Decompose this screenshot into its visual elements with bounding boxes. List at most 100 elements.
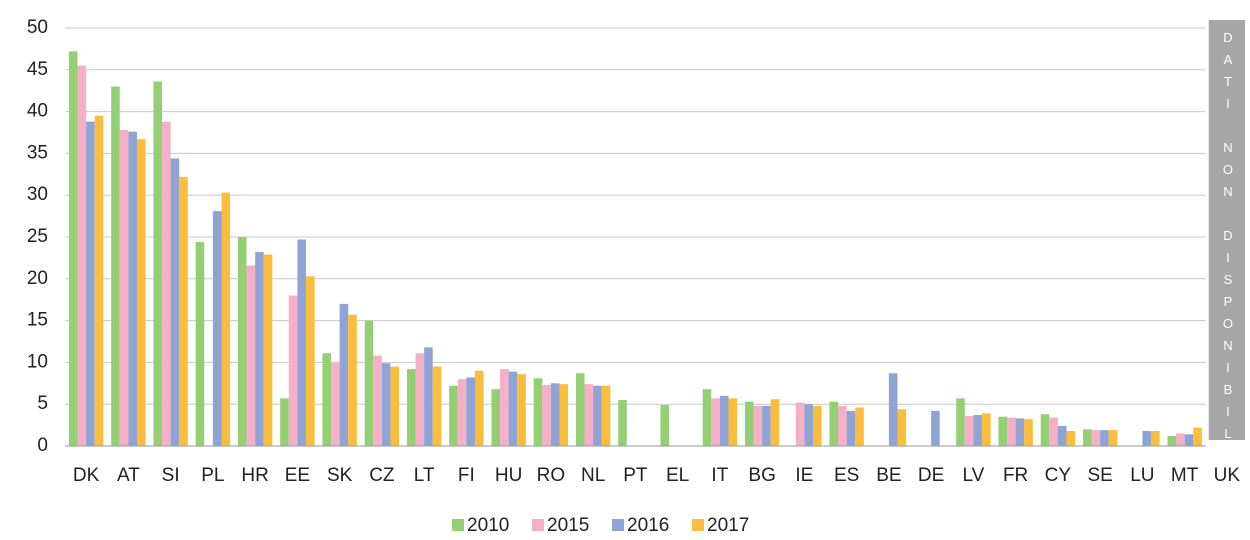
bar [702,389,712,446]
bar [237,237,247,446]
y-tick-label: 40 [27,101,48,122]
y-tick-label: 30 [27,184,48,205]
bar [956,398,965,446]
bar [770,399,780,446]
bar [288,295,298,446]
x-tick-label: FR [1003,465,1028,486]
bar [762,405,771,446]
legend-swatch [692,519,704,531]
bar [119,129,129,446]
bar [931,410,940,446]
bar [77,65,87,447]
bar [1082,429,1092,446]
bar [457,379,467,446]
bar [660,405,670,446]
bar [533,378,543,446]
x-tick-label: CY [1045,465,1072,486]
bar [998,416,1008,446]
x-tick-label: IT [711,465,728,486]
bar [364,320,374,446]
bar [297,239,306,446]
bar [795,402,805,446]
bar [1057,425,1067,446]
x-tick-label: SK [327,465,353,486]
bar [508,371,518,446]
bar [1142,430,1151,446]
bar [829,401,839,446]
bar [390,366,400,446]
bar [212,211,222,446]
bar [94,115,104,446]
x-tick-label: CZ [369,465,395,486]
bar [466,377,475,446]
x-tick-label: SI [162,465,180,486]
bar [804,404,813,446]
x-tick-label: BE [876,465,901,486]
bar [1108,430,1118,446]
bar [550,383,560,446]
x-tick-label: LU [1130,465,1154,486]
bar [973,415,982,446]
bar [415,353,425,446]
bar [153,81,163,446]
bar [753,405,763,446]
legend-label: 2017 [707,515,749,536]
y-tick-label: 15 [27,310,48,331]
bar [897,409,907,446]
bar [1015,418,1025,446]
bar [584,384,594,446]
x-tick-label: IE [795,465,813,486]
bar [1040,414,1050,446]
bar [221,192,231,446]
bar [542,384,551,446]
bar [246,265,256,446]
bar [68,51,78,447]
bar [981,413,991,446]
bar [618,400,627,446]
bar [1007,417,1016,446]
bar [136,139,146,447]
y-tick-label: 5 [37,393,48,414]
x-tick-label: MT [1171,465,1199,486]
bar [491,389,501,446]
bar [449,385,458,446]
y-tick-label: 35 [27,142,48,163]
bar [1024,419,1033,446]
x-tick-label: EL [666,465,689,486]
bar [846,410,856,446]
bar [128,131,137,446]
x-tick-label: SE [1087,465,1112,486]
x-tick-label: DK [73,465,100,486]
bar [500,369,509,446]
bar [601,385,611,446]
bar [1184,434,1194,446]
legend-swatch [612,519,624,531]
x-tick-label: UK [1214,465,1241,486]
y-tick-label: 20 [27,268,48,289]
y-tick-label: 25 [27,226,48,247]
bar [195,242,205,446]
x-tick-label: RO [537,465,566,486]
bar [888,373,898,446]
bar [1066,430,1076,446]
bar [406,369,416,446]
bar [162,121,171,446]
x-tick-label: BG [748,465,775,486]
bar [1167,435,1177,446]
y-tick-label: 0 [37,435,48,456]
bar [1176,433,1185,446]
bar [559,384,569,446]
bar [1150,430,1160,446]
bar [719,395,729,446]
y-tick-label: 10 [27,351,48,372]
bar [838,405,847,446]
bar [593,385,602,446]
bar [348,314,357,446]
bar [1091,430,1101,446]
x-tick-label: LT [414,465,435,486]
bar [744,401,754,446]
x-tick-label: HU [495,465,522,486]
legend-label: 2010 [467,515,509,536]
bar [263,254,273,446]
